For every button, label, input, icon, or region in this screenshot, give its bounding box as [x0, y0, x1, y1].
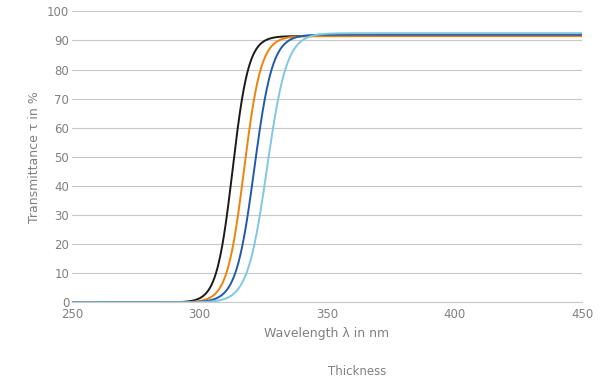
Line: 0.175 mm: 0.175 mm	[72, 35, 582, 302]
0.145 mm	[303, 34, 310, 39]
0.145 mm	[563, 34, 571, 38]
Line: 0.1 mm: 0.1 mm	[72, 36, 582, 302]
0.1 mm	[563, 34, 571, 38]
0.21 mm	[563, 31, 571, 36]
0.1 mm	[94, 300, 101, 305]
Y-axis label: Transmittance τ in %: Transmittance τ in %	[28, 91, 41, 223]
0.21 mm	[316, 32, 323, 37]
X-axis label: Wavelength λ in nm: Wavelength λ in nm	[265, 327, 389, 339]
0.175 mm	[316, 33, 323, 37]
0.175 mm	[563, 33, 571, 37]
0.21 mm	[68, 300, 76, 305]
0.21 mm	[94, 300, 101, 305]
0.21 mm	[578, 31, 586, 36]
0.21 mm	[563, 31, 571, 36]
Legend: 0.1 mm, 0.145 mm, 0.175 mm, 0.21 mm: 0.1 mm, 0.145 mm, 0.175 mm, 0.21 mm	[162, 361, 553, 378]
0.21 mm	[303, 36, 310, 40]
0.145 mm	[470, 34, 477, 38]
0.145 mm	[94, 300, 101, 305]
0.175 mm	[578, 33, 586, 37]
0.1 mm	[316, 34, 323, 38]
0.145 mm	[564, 34, 571, 38]
0.145 mm	[578, 34, 586, 38]
0.145 mm	[553, 34, 560, 38]
0.175 mm	[575, 33, 583, 37]
0.175 mm	[563, 33, 571, 37]
0.1 mm	[68, 300, 76, 305]
0.145 mm	[68, 300, 76, 305]
0.175 mm	[470, 33, 477, 37]
0.175 mm	[68, 300, 76, 305]
0.145 mm	[316, 34, 323, 39]
0.1 mm	[522, 34, 529, 38]
0.1 mm	[578, 34, 586, 38]
0.1 mm	[303, 34, 310, 39]
0.175 mm	[94, 300, 101, 305]
0.175 mm	[303, 33, 310, 38]
0.1 mm	[470, 34, 477, 38]
0.1 mm	[564, 34, 571, 38]
0.21 mm	[470, 31, 477, 36]
Line: 0.21 mm: 0.21 mm	[72, 33, 582, 302]
Line: 0.145 mm: 0.145 mm	[72, 36, 582, 302]
